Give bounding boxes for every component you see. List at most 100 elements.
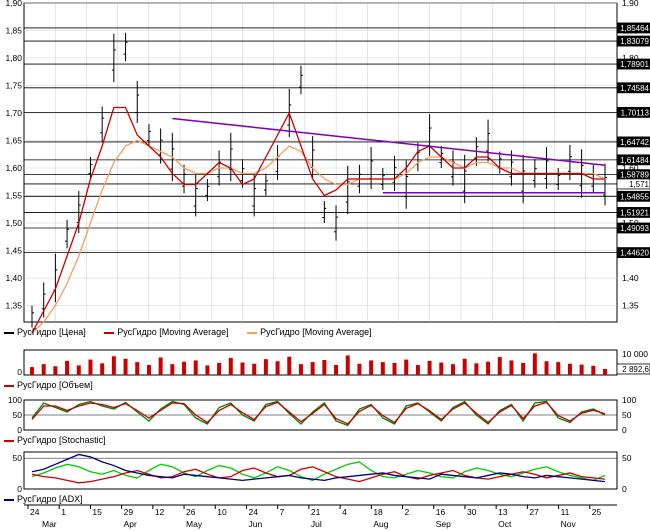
x-day-label: 27 <box>529 507 539 517</box>
volume-bar <box>41 364 46 375</box>
volume-bar <box>334 365 339 375</box>
price-level-box <box>616 247 650 258</box>
volume-bar <box>474 363 479 375</box>
volume-legend[interactable]: РусГидро [Объем] <box>4 379 93 391</box>
price-level-label: 1,70113 <box>621 108 650 117</box>
price-right-tick-label: 1,60 <box>622 163 639 173</box>
current-price-label: 1,571 <box>629 180 650 189</box>
volume-bar <box>369 360 374 375</box>
price-level-label: 1,44620 <box>620 249 649 258</box>
volume-bar <box>567 363 572 375</box>
legend-item-ma-slow[interactable]: РусГидро [Moving Average] <box>247 327 372 337</box>
price-right-tick-label: 1,80 <box>622 53 639 63</box>
adx-legend[interactable]: РусГидро [ADX] <box>4 493 83 505</box>
volume-bar <box>509 360 514 375</box>
x-day-label: 30 <box>467 507 477 517</box>
current-price-box <box>616 178 650 190</box>
stochastic-left-tick-label: 0 <box>17 425 22 435</box>
volume-bar <box>205 365 210 375</box>
volume-bar <box>380 362 385 375</box>
volume-bar <box>603 368 607 375</box>
x-day-label: 15 <box>92 507 102 517</box>
price-level-box <box>616 82 650 94</box>
volume-bar <box>392 362 397 375</box>
adx-line <box>31 453 606 483</box>
volume-bar <box>521 362 526 375</box>
price-left-tick-label: 1,45 <box>5 246 22 256</box>
volume-bar <box>357 363 362 375</box>
price-right-tick-label: 1,90 <box>622 0 639 8</box>
volume-bar <box>111 356 116 375</box>
price-level-label: 1,64742 <box>620 138 649 147</box>
adx-right-tick-label: 50 <box>622 453 632 463</box>
price-level-label: 1,49093 <box>620 224 649 233</box>
price-level-box <box>616 222 650 234</box>
price-level-label: 1,78901 <box>620 60 649 69</box>
price-level-label: 1,85464 <box>620 24 649 33</box>
volume-bar <box>427 360 432 375</box>
volume-bar <box>182 361 187 375</box>
volume-bar <box>240 362 245 375</box>
resistance-trendline <box>172 117 606 166</box>
legend-item-ma-fast[interactable]: РусГидро [Moving Average] <box>104 327 229 337</box>
volume-bar <box>193 360 198 375</box>
price-left-tick-label: 1,80 <box>5 53 22 63</box>
x-month-label: Oct <box>498 519 512 529</box>
volume-bar <box>275 361 280 375</box>
price-left-tick-label: 1,55 <box>5 191 22 201</box>
volume-bar <box>310 362 315 375</box>
volume-bar <box>462 358 467 375</box>
x-day-label: 2 <box>405 507 410 517</box>
volume-bar <box>298 364 303 375</box>
price-level-label: 1,51921 <box>620 208 649 217</box>
volume-bar <box>146 365 151 375</box>
x-day-label: 24 <box>248 507 258 517</box>
volume-tick-label: 10 000 <box>622 349 648 359</box>
x-month-label: Sep <box>436 519 451 529</box>
stochastic-right-tick-label: 100 <box>622 395 636 405</box>
stochastic-left-tick-label: 50 <box>13 410 23 420</box>
volume-bar <box>123 358 128 375</box>
price-panel <box>23 2 618 323</box>
price-right-tick-label: 1,35 <box>622 301 639 311</box>
x-day-label: 29 <box>124 507 134 517</box>
volume-bar <box>170 364 175 375</box>
price-level-label: 1,61484 <box>620 156 649 165</box>
price-right-tick-label: 1,40 <box>622 273 639 283</box>
volume-bar <box>497 357 502 375</box>
volume-last-label: 2 892,6 <box>622 365 649 374</box>
price-level-label: 1,54855 <box>620 192 649 201</box>
price-left-tick-label: 1,60 <box>5 163 22 173</box>
volume-bar <box>544 361 549 375</box>
x-day-label: 11 <box>561 507 570 517</box>
price-level-box <box>616 58 650 70</box>
price-left-tick-label: 1,35 <box>5 301 22 311</box>
price-legend: РусГидро [Цена] РусГидро [Moving Average… <box>4 326 372 338</box>
volume-bar <box>76 365 81 375</box>
stochastic-legend[interactable]: РусГидро [Stochastic] <box>4 434 106 446</box>
stochastic-d-line <box>31 401 606 425</box>
volume-panel <box>23 349 618 376</box>
adx-left-tick-label: 0 <box>17 484 22 494</box>
stochastic-right-tick-label: 50 <box>622 410 632 420</box>
x-day-label: 16 <box>436 507 446 517</box>
volume-bar <box>100 363 105 375</box>
price-level-label: 1,58789 <box>620 171 649 180</box>
x-day-label: 25 <box>592 507 602 517</box>
price-level-box <box>616 35 650 47</box>
volume-bar <box>228 357 233 375</box>
x-day-label: 10 <box>217 507 227 517</box>
volume-bar <box>439 362 444 375</box>
price-level-label: 1,83079 <box>620 37 649 46</box>
price-level-box <box>616 106 650 118</box>
volume-bar <box>450 364 455 375</box>
adx-right-tick-label: 0 <box>622 484 627 494</box>
x-day-label: 12 <box>155 507 165 517</box>
legend-item-price[interactable]: РусГидро [Цена] <box>4 327 86 337</box>
volume-bar <box>415 365 420 375</box>
price-left-tick-label: 1,85 <box>5 26 22 36</box>
adx-left-tick-label: 50 <box>13 453 23 463</box>
price-left-tick-label: 1,70 <box>5 108 22 118</box>
volume-bar <box>53 366 58 375</box>
